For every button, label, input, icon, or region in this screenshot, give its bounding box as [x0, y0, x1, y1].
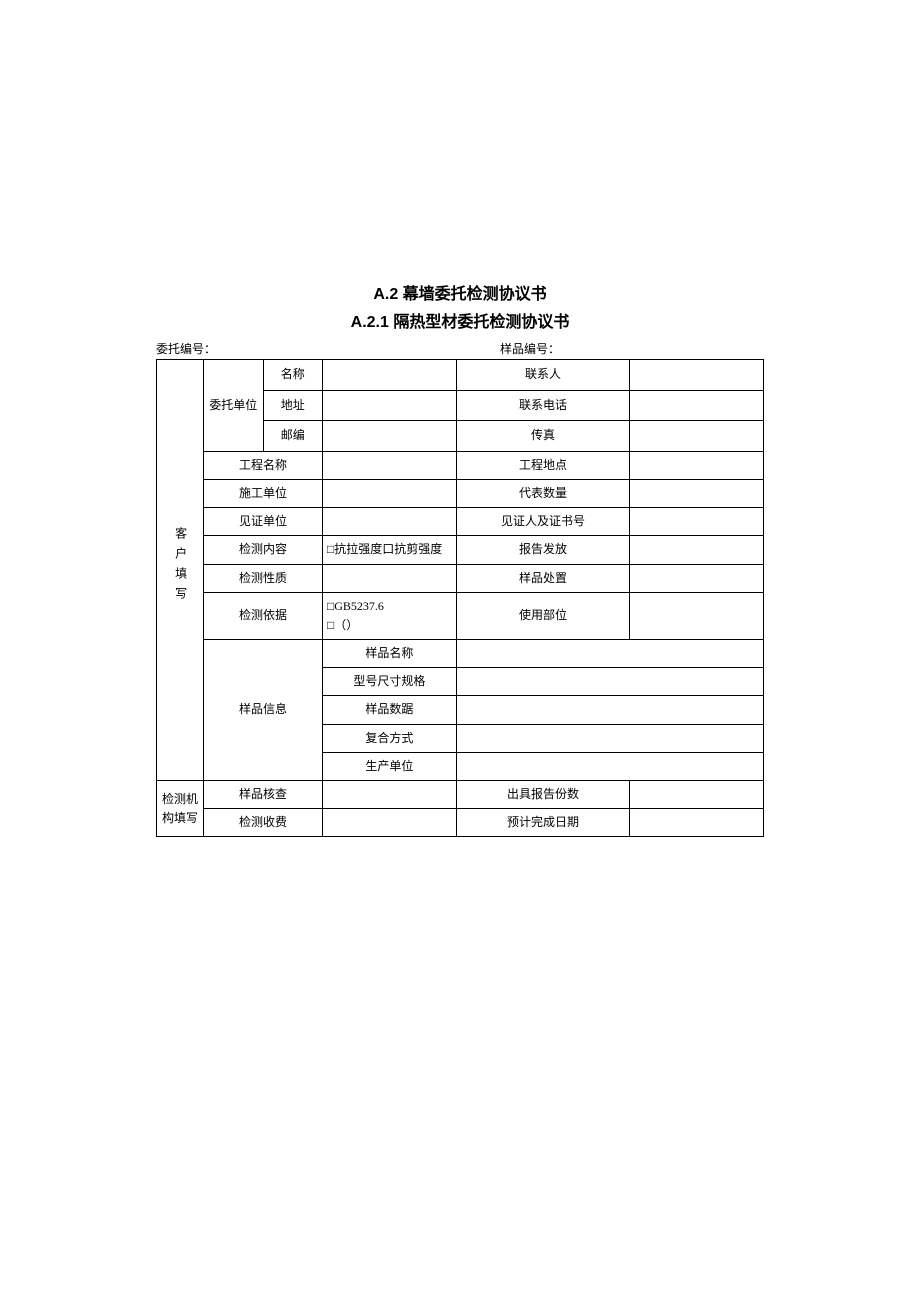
composite-method-value [456, 724, 763, 752]
postcode-value [322, 421, 456, 452]
sample-name-value [456, 640, 763, 668]
main-title: A.2 幕墙委托检测协议书 [373, 280, 546, 304]
contact-person-label: 联系人 [456, 360, 629, 391]
sample-number-label: 样品编号： [460, 340, 764, 357]
construction-unit-label: 施工单位 [204, 479, 323, 507]
test-fee-label: 检测收费 [204, 809, 323, 837]
main-table: 客户填写 委托单位 名称 联系人 地址 联系电话 邮编 传真 工程名称 工程地点… [156, 359, 764, 837]
phone-value [630, 390, 764, 421]
address-value [322, 390, 456, 421]
project-location-value [630, 451, 764, 479]
sample-disposal-label: 样品处置 [456, 564, 629, 592]
postcode-label: 邮编 [263, 421, 322, 452]
test-content-label: 检测内容 [204, 536, 323, 564]
report-copies-label: 出具报告份数 [456, 781, 629, 809]
test-nature-label: 检测性质 [204, 564, 323, 592]
sample-disposal-value [630, 564, 764, 592]
project-name-value [322, 451, 456, 479]
phone-label: 联系电话 [456, 390, 629, 421]
witness-cert-value [630, 508, 764, 536]
construction-unit-value [322, 479, 456, 507]
test-basis-label: 检测依据 [204, 592, 323, 639]
customer-section: 客户填写 [157, 360, 204, 781]
production-unit-value [456, 752, 763, 780]
report-copies-value [630, 781, 764, 809]
project-name-label: 工程名称 [204, 451, 323, 479]
address-label: 地址 [263, 390, 322, 421]
name-label: 名称 [263, 360, 322, 391]
header-row: 委托编号： 样品编号： [156, 340, 764, 357]
project-location-label: 工程地点 [456, 451, 629, 479]
test-nature-value [322, 564, 456, 592]
test-fee-value [322, 809, 456, 837]
use-part-value [630, 592, 764, 639]
test-content-value: □抗拉强度口抗剪强度 [322, 536, 456, 564]
name-value [322, 360, 456, 391]
sample-qty-value [456, 696, 763, 724]
fax-value [630, 421, 764, 452]
model-spec-label: 型号尺寸规格 [322, 668, 456, 696]
sample-check-label: 样品核查 [204, 781, 323, 809]
contact-person-value [630, 360, 764, 391]
representative-qty-label: 代表数量 [456, 479, 629, 507]
use-part-label: 使用部位 [456, 592, 629, 639]
production-unit-label: 生产单位 [322, 752, 456, 780]
representative-qty-value [630, 479, 764, 507]
agency-section: 检测机构填写 [157, 781, 204, 837]
model-spec-value [456, 668, 763, 696]
witness-unit-label: 见证单位 [204, 508, 323, 536]
test-basis-value: □GB5237.6□（） [322, 592, 456, 639]
sample-info-label: 样品信息 [204, 640, 323, 781]
report-issue-value [630, 536, 764, 564]
entrust-unit-label: 委托单位 [204, 360, 263, 452]
sample-name-label: 样品名称 [322, 640, 456, 668]
witness-unit-value [322, 508, 456, 536]
entrust-number-label: 委托编号： [156, 340, 460, 357]
subtitle: A.2.1 隔热型材委托检测协议书 [351, 308, 570, 332]
witness-cert-label: 见证人及证书号 [456, 508, 629, 536]
fax-label: 传真 [456, 421, 629, 452]
sample-qty-label: 样品数踞 [322, 696, 456, 724]
report-issue-label: 报告发放 [456, 536, 629, 564]
expected-date-value [630, 809, 764, 837]
sample-check-value [322, 781, 456, 809]
expected-date-label: 预计完成日期 [456, 809, 629, 837]
composite-method-label: 复合方式 [322, 724, 456, 752]
